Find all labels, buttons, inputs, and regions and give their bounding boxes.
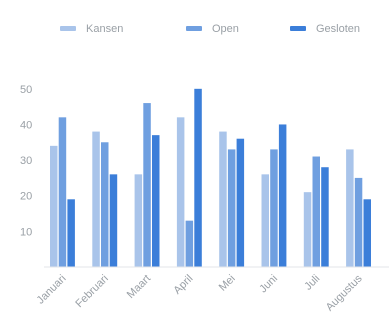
y-tick-label: 20: [20, 191, 32, 203]
x-tick-label: Januari: [35, 273, 69, 307]
y-tick-label: 50: [20, 84, 32, 96]
bar: [194, 88, 202, 268]
bar: [261, 174, 269, 267]
bar: [354, 177, 363, 267]
legend-label-1: Kansen: [86, 23, 123, 35]
bar: [312, 156, 320, 267]
bar: [346, 149, 354, 267]
legend-swatch-1: [60, 26, 76, 31]
x-tick-label: Februari: [73, 273, 110, 310]
bar: [278, 124, 287, 267]
x-tick-label: April: [171, 273, 195, 297]
bar: [50, 145, 58, 267]
legend-swatch-2: [186, 26, 202, 31]
legend: Kansen Open Gesloten: [60, 23, 360, 35]
y-tick-label: 10: [20, 226, 32, 238]
bar: [363, 199, 371, 267]
bar: [92, 131, 100, 267]
legend-label-3: Gesloten: [316, 23, 360, 35]
bar: [176, 117, 185, 267]
y-tick-label: 40: [20, 119, 32, 131]
x-tick-label: Juni: [257, 273, 280, 296]
bar: [236, 138, 245, 267]
x-axis: Januari Februari Maart April Mei Juni Juli Augu…: [35, 266, 389, 314]
bar: [185, 220, 194, 267]
bar: [219, 131, 227, 267]
x-tick-label: Juli: [302, 273, 322, 293]
bar: [270, 149, 278, 267]
bar: [143, 103, 151, 267]
bar: [101, 142, 109, 267]
bar: [321, 167, 329, 267]
x-tick-label: Maart: [125, 273, 153, 301]
x-tick-label: Augustus: [324, 272, 365, 313]
bar: [227, 149, 236, 267]
bar: [109, 174, 118, 267]
y-tick-label: 30: [20, 155, 32, 167]
bar: [67, 199, 75, 267]
bars: [50, 88, 371, 268]
y-axis: 10 20 30 40 50: [20, 84, 32, 239]
bar: [303, 192, 312, 267]
bar: [58, 117, 67, 267]
bar: [134, 174, 143, 267]
legend-label-2: Open: [212, 23, 239, 35]
x-tick-label: Mei: [217, 273, 238, 294]
bar: [152, 135, 160, 267]
legend-swatch-3: [290, 26, 306, 31]
